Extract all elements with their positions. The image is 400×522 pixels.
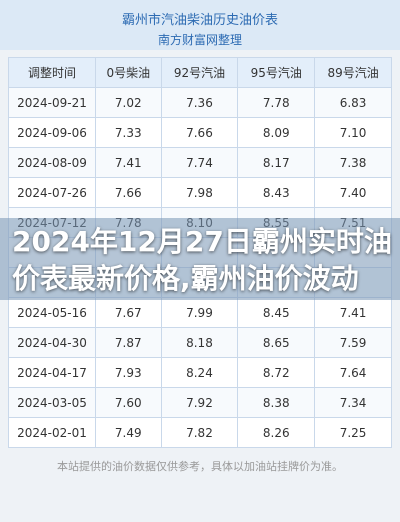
table-cell: 7.38 [314, 147, 392, 178]
table-row: 2024-09-21 7.02 7.36 7.78 6.83 [8, 87, 392, 118]
table-cell: 7.33 [95, 117, 162, 148]
table-cell: 8.45 [237, 297, 316, 328]
table-row: 2024-07-26 7.66 7.98 8.43 7.40 [8, 177, 392, 208]
table-cell: 7.66 [160, 117, 239, 148]
column-header: 0号柴油 [95, 57, 162, 88]
header-title: 霸州市汽油柴油历史油价表 [121, 13, 278, 28]
table-row: 2024-02-01 7.49 7.82 8.26 7.25 [8, 417, 392, 448]
table-cell: 7.74 [160, 147, 239, 178]
header-subtitle: 南方财富网整理 [157, 33, 242, 47]
table-row: 2024-09-06 7.33 7.66 8.09 7.10 [8, 117, 392, 148]
table-cell: 7.02 [95, 87, 162, 118]
table-cell: 8.72 [237, 357, 316, 388]
table-cell: 7.87 [95, 327, 162, 358]
table-cell: 7.99 [160, 297, 239, 328]
table-cell: 8.09 [237, 117, 316, 148]
column-header: 89号汽油 [314, 57, 392, 88]
table-row: 2024-04-30 7.87 8.18 8.65 7.59 [8, 327, 392, 358]
column-header: 95号汽油 [237, 57, 316, 88]
table-cell: 8.17 [237, 147, 316, 178]
header: 霸州市汽油柴油历史油价表 南方财富网整理 [0, 0, 400, 50]
footer-note: 本站提供的油价数据仅供参考，具体以加油站挂牌价为准。 [57, 460, 343, 473]
table-cell: 2024-05-16 [8, 297, 96, 328]
table-cell: 7.93 [95, 357, 162, 388]
table-cell: 2024-07-26 [8, 177, 96, 208]
table-cell: 7.41 [314, 297, 392, 328]
table-cell: 6.83 [314, 87, 392, 118]
table-cell: 7.67 [95, 297, 162, 328]
table-cell: 7.82 [160, 417, 239, 448]
overlay-title: 2024年12月27日霸州实时油价表最新价格,霸州油价波动 [12, 225, 392, 295]
overlay-band [0, 218, 400, 300]
table-row: 2024-05-16 7.67 7.99 8.45 7.41 [8, 297, 392, 328]
table-cell: 2024-09-21 [8, 87, 96, 118]
table-cell: 7.66 [95, 177, 162, 208]
table-cell: 2024-09-06 [8, 117, 96, 148]
table-cell: 2024-04-30 [8, 327, 96, 358]
table-cell: 7.98 [160, 177, 239, 208]
table-cell: 7.60 [95, 387, 162, 418]
table-row: 2024-03-05 7.60 7.92 8.38 7.34 [8, 387, 392, 418]
table-cell: 7.10 [314, 117, 392, 148]
table-cell: 8.43 [237, 177, 316, 208]
table-cell: 7.78 [237, 87, 316, 118]
table-cell: 7.34 [314, 387, 392, 418]
table-cell: 8.38 [237, 387, 316, 418]
table-cell: 8.65 [237, 327, 316, 358]
table-cell: 2024-03-05 [8, 387, 96, 418]
table-cell: 8.26 [237, 417, 316, 448]
table-cell: 8.18 [160, 327, 239, 358]
table-cell: 7.36 [160, 87, 239, 118]
table-cell: 8.24 [160, 357, 239, 388]
table-cell: 7.25 [314, 417, 392, 448]
table-cell: 2024-04-17 [8, 357, 96, 388]
table-cell: 2024-08-09 [8, 147, 96, 178]
table-cell: 7.59 [314, 327, 392, 358]
header-row: 调整时间 0号柴油 92号汽油 95号汽油 89号汽油 [8, 57, 392, 88]
table-cell: 7.40 [314, 177, 392, 208]
column-header: 92号汽油 [160, 57, 239, 88]
table-row: 2024-08-09 7.41 7.74 8.17 7.38 [8, 147, 392, 178]
column-header: 调整时间 [8, 57, 96, 88]
table-cell: 7.64 [314, 357, 392, 388]
table-cell: 7.92 [160, 387, 239, 418]
table-row: 2024-04-17 7.93 8.24 8.72 7.64 [8, 357, 392, 388]
table-cell: 2024-02-01 [8, 417, 96, 448]
table-cell: 7.49 [95, 417, 162, 448]
table-cell: 7.41 [95, 147, 162, 178]
